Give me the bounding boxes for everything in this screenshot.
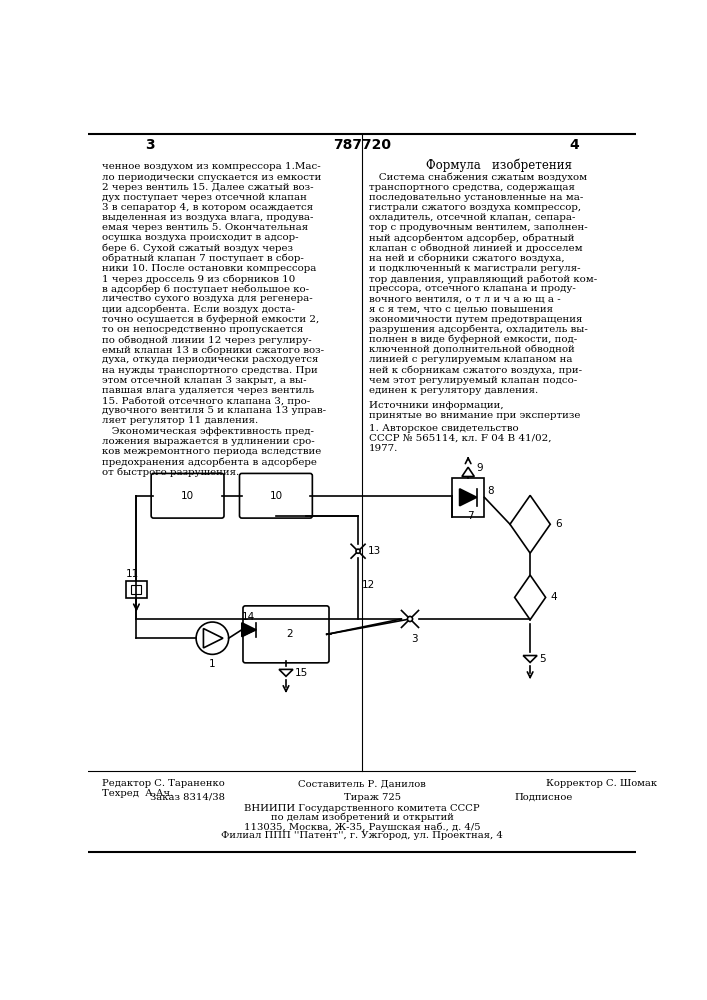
Text: Источники информации,: Источники информации, xyxy=(369,401,503,410)
Text: чем этот регулируемый клапан подсо-: чем этот регулируемый клапан подсо- xyxy=(369,376,577,385)
Polygon shape xyxy=(460,489,477,506)
Text: ляет регулятор 11 давления.: ляет регулятор 11 давления. xyxy=(103,416,259,425)
Text: Заказ 8314/38: Заказ 8314/38 xyxy=(151,793,226,802)
Bar xyxy=(452,478,484,517)
Text: 5: 5 xyxy=(539,654,546,664)
Text: экономичности путем предотвращения: экономичности путем предотвращения xyxy=(369,315,583,324)
Text: ченное воздухом из компрессора 1.Мас-: ченное воздухом из компрессора 1.Мас- xyxy=(103,162,321,171)
Text: ло периодически спускается из емкости: ло периодически спускается из емкости xyxy=(103,173,322,182)
Text: на ней и сборники сжатого воздуха,: на ней и сборники сжатого воздуха, xyxy=(369,254,565,263)
Text: 113035, Москва, Ж-35, Раушская наб., д. 4/5: 113035, Москва, Ж-35, Раушская наб., д. … xyxy=(244,822,480,832)
Text: последовательно установленные на ма-: последовательно установленные на ма- xyxy=(369,193,583,202)
Text: 10: 10 xyxy=(181,491,194,501)
Text: емая через вентиль 5. Окончательная: емая через вентиль 5. Окончательная xyxy=(103,223,308,232)
Text: тор с продувочным вентилем, заполнен-: тор с продувочным вентилем, заполнен- xyxy=(369,223,588,232)
Text: ложения выражается в удлинении сро-: ложения выражается в удлинении сро- xyxy=(103,437,315,446)
Text: точно осушается в буферной емкости 2,: точно осушается в буферной емкости 2, xyxy=(103,315,320,324)
Text: прессора, отсечного клапана и проду-: прессора, отсечного клапана и проду- xyxy=(369,284,575,293)
Text: 3 в сепаратор 4, в котором осаждается: 3 в сепаратор 4, в котором осаждается xyxy=(103,203,313,212)
Text: 12: 12 xyxy=(362,580,375,590)
Text: Система снабжения сжатым воздухом: Система снабжения сжатым воздухом xyxy=(369,172,587,182)
Text: полнен в виде буферной емкости, под-: полнен в виде буферной емкости, под- xyxy=(369,335,577,344)
Circle shape xyxy=(407,616,413,622)
Text: осушка воздуха происходит в адсор-: осушка воздуха происходит в адсор- xyxy=(103,233,299,242)
Text: от быстрого разрушения.: от быстрого разрушения. xyxy=(103,467,240,477)
Text: охладитель, отсечной клапан, сепара-: охладитель, отсечной клапан, сепара- xyxy=(369,213,575,222)
Bar xyxy=(132,585,141,594)
Text: Редактор С. Тараненко: Редактор С. Тараненко xyxy=(103,779,225,788)
Text: линией с регулируемым клапаном на: линией с регулируемым клапаном на xyxy=(369,355,573,364)
Text: 2: 2 xyxy=(286,629,293,639)
Polygon shape xyxy=(242,623,256,637)
Text: ней к сборникам сжатого воздуха, при-: ней к сборникам сжатого воздуха, при- xyxy=(369,365,582,375)
Text: Подписное: Подписное xyxy=(515,793,573,802)
Text: вочного вентиля, о т л и ч а ю щ а -: вочного вентиля, о т л и ч а ю щ а - xyxy=(369,294,561,303)
Text: 3: 3 xyxy=(146,138,156,152)
Text: ключенной дополнительной обводной: ключенной дополнительной обводной xyxy=(369,345,575,354)
Text: личество сухого воздуха для регенера-: личество сухого воздуха для регенера- xyxy=(103,294,313,303)
Text: выделенная из воздуха влага, продува-: выделенная из воздуха влага, продува- xyxy=(103,213,314,222)
Text: 4: 4 xyxy=(569,138,579,152)
Text: дух поступает через отсечной клапан: дух поступает через отсечной клапан xyxy=(103,193,308,202)
Text: Составитель Р. Данилов: Составитель Р. Данилов xyxy=(298,779,426,788)
Text: 6: 6 xyxy=(555,519,561,529)
Text: дувочного вентиля 5 и клапана 13 управ-: дувочного вентиля 5 и клапана 13 управ- xyxy=(103,406,327,415)
Text: тор давления, управляющий работой ком-: тор давления, управляющий работой ком- xyxy=(369,274,597,284)
Text: клапан с обводной линией и дросселем: клапан с обводной линией и дросселем xyxy=(369,244,583,253)
Text: 10: 10 xyxy=(269,491,283,501)
Text: 1 через дроссель 9 из сборников 10: 1 через дроссель 9 из сборников 10 xyxy=(103,274,296,284)
Text: емый клапан 13 в сборники сжатого воз-: емый клапан 13 в сборники сжатого воз- xyxy=(103,345,325,355)
Text: по делам изобретений и открытий: по делам изобретений и открытий xyxy=(271,813,453,822)
Text: Формула   изобретения: Формула изобретения xyxy=(426,158,572,172)
Text: Экономическая эффективность пред-: Экономическая эффективность пред- xyxy=(103,427,315,436)
Text: по обводной линии 12 через регулиру-: по обводной линии 12 через регулиру- xyxy=(103,335,312,345)
Text: 11: 11 xyxy=(126,569,139,579)
Text: я с я тем, что с целью повышения: я с я тем, что с целью повышения xyxy=(369,304,553,313)
Text: 1. Авторское свидетельство: 1. Авторское свидетельство xyxy=(369,424,518,433)
Text: ВНИИПИ Государственного комитета СССР: ВНИИПИ Государственного комитета СССР xyxy=(244,804,480,813)
Text: 787720: 787720 xyxy=(333,138,391,152)
Text: 8: 8 xyxy=(488,486,494,496)
Text: принятые во внимание при экспертизе: принятые во внимание при экспертизе xyxy=(369,411,580,420)
Text: разрушения адсорбента, охладитель вы-: разрушения адсорбента, охладитель вы- xyxy=(369,325,588,334)
Text: 15. Работой отсечного клапана 3, про-: 15. Работой отсечного клапана 3, про- xyxy=(103,396,310,406)
Text: единен к регулятору давления.: единен к регулятору давления. xyxy=(369,386,538,395)
Text: в адсорбер 6 поступает небольшое ко-: в адсорбер 6 поступает небольшое ко- xyxy=(103,284,310,294)
Text: этом отсечной клапан 3 закрыт, а вы-: этом отсечной клапан 3 закрыт, а вы- xyxy=(103,376,307,385)
Text: 15: 15 xyxy=(296,668,308,678)
Polygon shape xyxy=(523,656,537,662)
Text: ции адсорбента. Если воздух доста-: ции адсорбента. Если воздух доста- xyxy=(103,305,296,314)
Text: то он непосредственно пропускается: то он непосредственно пропускается xyxy=(103,325,303,334)
Text: ный адсорбентом адсорбер, обратный: ный адсорбентом адсорбер, обратный xyxy=(369,233,574,243)
Text: транспортного средства, содержащая: транспортного средства, содержащая xyxy=(369,183,575,192)
Text: Тираж 725: Тираж 725 xyxy=(344,793,402,802)
Text: ков межремонтного периода вследствие: ков межремонтного периода вследствие xyxy=(103,447,322,456)
Circle shape xyxy=(356,549,360,553)
Text: духа, откуда периодически расходуется: духа, откуда периодически расходуется xyxy=(103,355,319,364)
Text: бере 6. Сухой сжатый воздух через: бере 6. Сухой сжатый воздух через xyxy=(103,244,293,253)
Text: 3: 3 xyxy=(411,634,418,644)
Text: павшая влага удаляется через вентиль: павшая влага удаляется через вентиль xyxy=(103,386,315,395)
Text: 9: 9 xyxy=(476,463,482,473)
Text: Корректор С. Шомак: Корректор С. Шомак xyxy=(546,779,657,788)
Text: Техред  А.Ач.: Техред А.Ач. xyxy=(103,789,174,798)
Text: 4: 4 xyxy=(550,592,557,602)
Text: 1: 1 xyxy=(209,659,216,669)
Text: СССР № 565114, кл. F 04 В 41/02,: СССР № 565114, кл. F 04 В 41/02, xyxy=(369,434,551,443)
Text: 2 через вентиль 15. Далее сжатый воз-: 2 через вентиль 15. Далее сжатый воз- xyxy=(103,183,314,192)
Text: обратный клапан 7 поступает в сбор-: обратный клапан 7 поступает в сбор- xyxy=(103,254,304,263)
Text: и подключенный к магистрали регуля-: и подключенный к магистрали регуля- xyxy=(369,264,580,273)
Text: 1977.: 1977. xyxy=(369,444,398,453)
Text: гистрали сжатого воздуха компрессор,: гистрали сжатого воздуха компрессор, xyxy=(369,203,581,212)
Text: Филиал ППП ''Патент'', г. Ужгород, ул. Проектная, 4: Филиал ППП ''Патент'', г. Ужгород, ул. П… xyxy=(221,831,503,840)
Text: 13: 13 xyxy=(368,546,380,556)
Text: на нужды транспортного средства. При: на нужды транспортного средства. При xyxy=(103,366,318,375)
Text: предохранения адсорбента в адсорбере: предохранения адсорбента в адсорбере xyxy=(103,457,317,467)
Text: 14: 14 xyxy=(243,612,255,622)
Polygon shape xyxy=(279,669,293,676)
Text: ники 10. После остановки компрессора: ники 10. После остановки компрессора xyxy=(103,264,317,273)
Bar xyxy=(127,581,146,598)
Text: 7: 7 xyxy=(467,511,474,521)
